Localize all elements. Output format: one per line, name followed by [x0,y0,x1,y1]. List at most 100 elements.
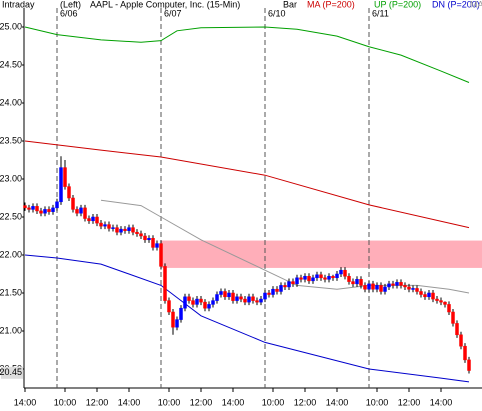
candle-body [403,285,407,288]
x-tick-label: 10:00 [366,397,389,407]
candle-body [195,298,199,305]
candle-body [263,292,267,300]
x-tick-label: 14:00 [326,397,349,407]
x-tick-label: 14:00 [222,397,245,407]
candle-body [191,300,195,305]
y-tick-label: 21.00 [0,325,22,335]
candle-body [367,283,371,290]
candle-body [459,334,463,347]
last-price-label: 20.45 [0,367,22,377]
x-tick-label: 12:00 [190,397,213,407]
date-label: 6/07 [164,8,182,18]
date-label: 6/06 [60,8,78,18]
candle-body [371,283,375,290]
candle-body [115,227,119,233]
candle-body [299,277,303,280]
candle-body [383,286,387,292]
candle-body [31,206,35,210]
legend-entry: UP (P=200) [374,0,421,9]
y-tick-label: 21.50 [0,287,22,297]
candle-body [103,224,107,227]
y-tick-label: 22.00 [0,249,22,259]
candle-body [427,292,431,298]
candle-body [343,269,347,277]
candle-body [199,298,203,303]
candle-body [311,277,315,282]
candle-body [295,277,299,285]
candle-body [95,216,99,224]
candle-body [255,300,259,303]
candle-body [187,296,191,301]
candle-body [447,304,451,313]
candle-body [359,279,363,286]
y-tick-label: 22.50 [0,211,22,221]
candle-body [163,266,167,301]
candle-body [439,300,443,303]
candle-body [411,288,415,290]
date-label: 6/10 [268,8,286,18]
candle-body [155,243,159,248]
candle-body [395,282,399,286]
candle-body [87,218,91,222]
candle-body [215,294,219,301]
mode-label: Intraday [2,0,35,9]
legend-entry: MA [470,0,482,9]
candle-body [423,294,427,298]
candle-body [275,288,279,292]
candle-body [63,167,67,187]
candle-body [135,231,139,234]
candle-body [167,300,171,313]
candle-body [27,207,31,210]
symbol-label: AAPL - Apple Computer, Inc. (15-Min) [90,0,240,9]
candle-body [259,298,263,303]
candle-body [223,291,227,298]
candle-body [251,296,255,301]
candle-body [283,285,287,288]
candle-body [291,281,295,285]
candle-body [407,286,411,290]
candle-body [75,209,79,214]
candle-body [203,301,207,309]
candle-body [419,291,423,295]
indicator-line [24,26,470,83]
x-tick-label: 12:00 [398,397,421,407]
candle-body [303,276,307,280]
candle-body [307,276,311,282]
candle-body [331,276,335,279]
candle-body [327,276,331,280]
x-tick-label: 14:00 [14,397,37,407]
candle-body [127,227,131,231]
candle-body [431,292,435,300]
candle-body [355,279,359,285]
candle-body [23,205,27,209]
x-tick-label: 14:00 [430,397,453,407]
candle-body [271,288,275,295]
x-tick-label: 12:00 [86,397,109,407]
candle-body [91,216,95,222]
candle-body [59,167,63,203]
candle-body [323,277,327,280]
candle-body [179,307,183,320]
legend-entry: MA (P=200) [307,0,355,9]
candle-body [351,281,355,285]
candle-body [415,288,419,292]
candle-body [143,235,147,241]
candle-body [159,243,163,267]
candle-body [399,282,403,286]
indicator-line [24,254,470,383]
candle-body [375,285,379,290]
candle-body [379,285,383,292]
candle-body [239,296,243,300]
candle-body [107,224,111,229]
candle-body [231,292,235,301]
candle-body [363,285,367,290]
candle-body [171,311,175,328]
last-price-box [1,366,23,379]
candle-body [51,207,55,212]
x-tick-label: 10:00 [158,397,181,407]
y-tick-label: 23.00 [0,173,22,183]
candle-body [347,276,351,282]
candle-body [79,207,83,214]
legend-entry: DN (P=200) [432,0,480,9]
